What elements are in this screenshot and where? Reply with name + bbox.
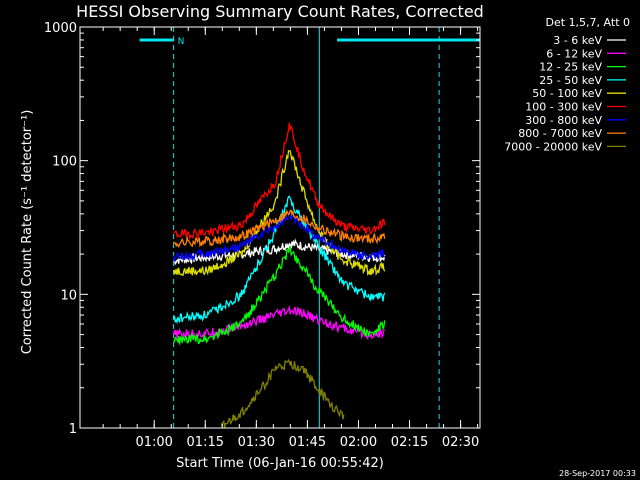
series-line [220,358,345,429]
y-tick-label: 10 [60,288,77,303]
legend-label: 12 - 25 keV [539,61,602,74]
chart-title: HESSI Observing Summary Count Rates, Cor… [76,2,484,21]
x-axis-label: Start Time (06-Jan-16 00:55:42) [176,456,384,471]
legend-label: 50 - 100 keV [532,87,602,100]
legend-header: Det 1,5,7, Att 0 [546,16,630,29]
series-line [172,150,386,277]
y-axis-label: Corrected Count Rate (s⁻¹ detector⁻¹) [20,110,35,355]
y-tick-label: 1 [69,422,77,437]
x-tick-label: 01:30 [238,435,275,450]
x-tick-label: 02:00 [340,435,377,450]
series-line [172,210,386,262]
x-tick-label: 01:15 [187,435,224,450]
x-tick-label: 02:30 [442,435,479,450]
legend-label: 6 - 12 keV [546,47,602,60]
legend-label: 25 - 50 keV [539,74,602,87]
axes: 1 10 100 1000 01:00 01:15 01:30 01:45 02:00 02:15… [44,21,481,450]
x-tick-label: 02:15 [391,435,428,450]
series-line [173,122,386,241]
x-tick-label: 01:00 [135,435,172,450]
legend-label: 7000 - 20000 keV [504,140,602,153]
y-tick-label: 1000 [44,21,77,36]
plot-area: N [139,27,480,429]
legend-label: 3 - 6 keV [553,34,602,47]
series-line [173,238,386,266]
x-tick-label: 01:45 [289,435,326,450]
annotation-label: N [178,37,185,47]
series-line [173,245,386,345]
series-line [172,304,386,341]
legend-label: 300 - 800 keV [525,114,602,127]
legend-label: 100 - 300 keV [525,101,602,114]
footer-timestamp: 28-Sep-2017 00:33 [559,469,636,478]
series-line [173,209,386,248]
y-tick-label: 100 [52,155,77,170]
legend-label: 800 - 7000 keV [518,127,602,140]
plot-frame [79,26,481,429]
